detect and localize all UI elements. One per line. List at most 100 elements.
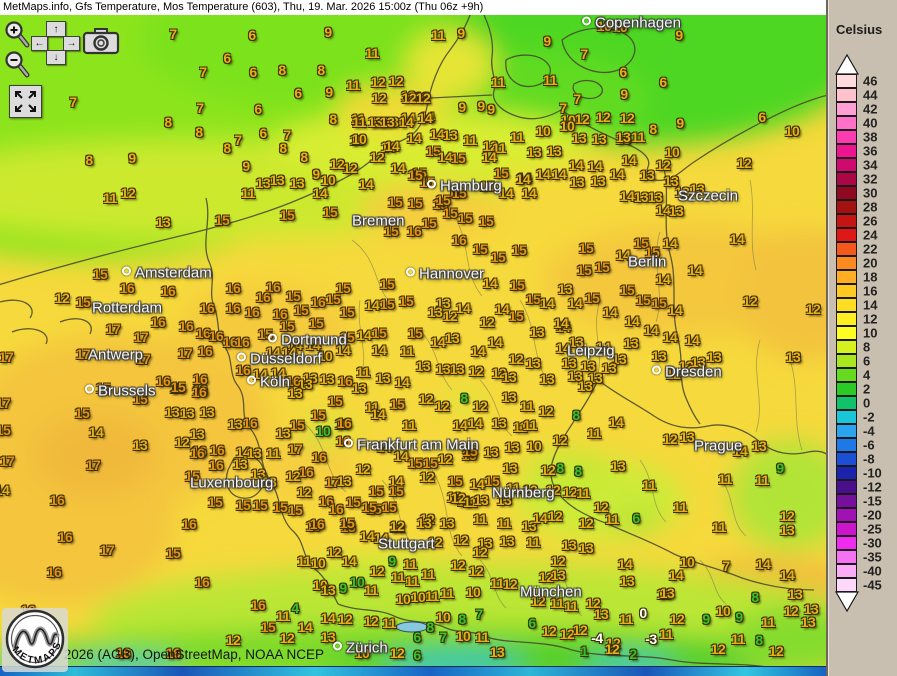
city-label: Frankfurt am Main	[344, 437, 479, 454]
temp-label: 15	[398, 293, 414, 309]
pan-right-button[interactable]: →	[63, 36, 80, 51]
state-borders	[299, 179, 803, 617]
temp-label: 9	[543, 33, 551, 49]
temp-label: 14	[487, 334, 503, 350]
temp-label: 15	[411, 165, 427, 181]
temp-label: 13	[656, 586, 672, 602]
temp-label: 15	[339, 515, 355, 531]
legend-swatch	[836, 284, 857, 298]
temp-label: 14	[88, 424, 104, 440]
legend-value: 10	[863, 325, 878, 341]
temp-label: 11	[297, 553, 311, 569]
fullscreen-button[interactable]	[9, 85, 42, 118]
pan-down-button[interactable]: ↓	[46, 50, 66, 65]
temp-label: 7	[722, 558, 730, 574]
city-label: Hannover	[406, 266, 484, 283]
map-title: MetMaps.info, Gfs Temperature, Mos Tempe…	[3, 1, 484, 13]
temp-label: 16	[208, 457, 224, 473]
temp-label: 15	[450, 150, 466, 166]
temp-label: 15	[509, 277, 525, 293]
temp-label: 15	[525, 291, 541, 307]
legend-value: -6	[863, 437, 875, 453]
temp-label: 10	[455, 628, 471, 644]
temp-label: 16	[165, 645, 181, 661]
temp-label: 16	[195, 325, 211, 341]
temp-label: 14	[394, 374, 410, 390]
temp-label: 10	[560, 112, 576, 128]
pan-left-button[interactable]: ←	[31, 36, 48, 51]
temp-label: 14	[305, 337, 321, 353]
temp-label: 16	[255, 289, 271, 305]
temp-label: 15	[371, 325, 387, 341]
temp-label: 17	[75, 346, 91, 362]
temp-label: 11	[431, 27, 445, 43]
temp-label: 8	[572, 407, 580, 423]
temp-label: 15	[361, 499, 377, 515]
temp-label: 10	[354, 645, 370, 661]
legend-swatch	[836, 536, 857, 550]
temp-label: 13	[674, 184, 690, 200]
temp-label: 10	[526, 438, 542, 454]
temp-label: 7	[559, 100, 567, 116]
pan-up-button[interactable]: ↑	[46, 21, 66, 37]
temp-label: 16	[234, 334, 250, 350]
temp-label: 15	[339, 329, 355, 345]
temp-label: 14	[567, 295, 583, 311]
legend-value: 14	[863, 297, 878, 313]
temp-label: 12	[434, 398, 450, 414]
city-marker-icon	[333, 641, 342, 651]
temp-label: 12	[779, 508, 795, 524]
legend-value: -10	[863, 465, 882, 481]
temp-label: 7	[283, 127, 291, 143]
legend-swatch	[836, 396, 857, 410]
temp-label: 9	[702, 611, 710, 627]
temp-label: 17	[105, 321, 121, 337]
legend-swatch	[836, 298, 857, 312]
temp-label: 13	[379, 114, 395, 130]
temp-label: 17	[99, 542, 115, 558]
zoom-in-button[interactable]	[4, 20, 30, 48]
temp-label: 13	[800, 614, 816, 630]
temp-label: 12	[550, 553, 566, 569]
temp-label: 14	[455, 300, 471, 316]
temp-label: 11	[491, 74, 505, 90]
temp-label: 11	[605, 511, 619, 527]
legend-value: 22	[863, 241, 878, 257]
temp-label: 12	[225, 632, 241, 648]
zoom-out-button[interactable]	[4, 50, 30, 78]
temp-label: 15	[447, 184, 463, 200]
temp-label: 16	[209, 442, 225, 458]
snapshot-button[interactable]	[82, 26, 122, 56]
temp-label: 14	[398, 114, 414, 130]
temp-label: 12	[710, 641, 726, 657]
temp-label: 9	[457, 25, 465, 41]
temp-label: 12	[54, 290, 70, 306]
temp-label: 13	[504, 439, 520, 455]
temp-label: 13	[132, 437, 148, 453]
temp-label: 12	[502, 576, 518, 592]
temp-label: 15	[339, 304, 355, 320]
temp-label: 14	[388, 473, 404, 489]
legend-swatch	[836, 256, 857, 270]
temp-label: 16	[265, 279, 281, 295]
temp-label: 12	[541, 623, 557, 639]
temp-label: 10	[351, 131, 367, 147]
temp-label: 12	[174, 434, 190, 450]
temp-label: 16	[178, 318, 194, 334]
city-marker-icon	[582, 16, 591, 26]
legend-swatch	[836, 368, 857, 382]
temp-label: 16	[155, 373, 171, 389]
temp-label: 12	[468, 563, 484, 579]
map-canvas[interactable]	[0, 15, 828, 676]
temp-label: 6	[758, 109, 766, 125]
temp-label: 15	[407, 195, 423, 211]
temp-label: 12	[369, 149, 385, 165]
temp-label: 15	[383, 223, 399, 239]
legend-swatch	[836, 550, 857, 564]
temp-label: 14	[755, 556, 771, 572]
temp-label: 13	[370, 114, 386, 130]
temp-label: 10	[715, 603, 731, 619]
legend-swatch	[836, 130, 857, 144]
temp-label: 14	[335, 342, 351, 358]
